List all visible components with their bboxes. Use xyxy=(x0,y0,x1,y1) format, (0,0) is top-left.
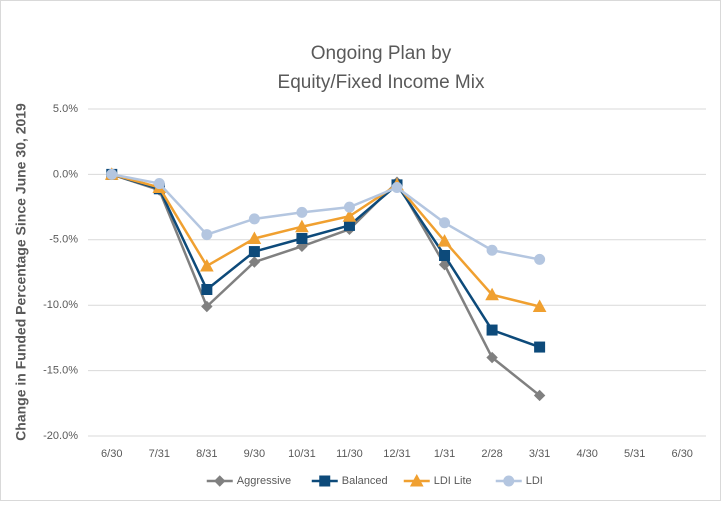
legend-label: LDI xyxy=(526,475,543,487)
series-line xyxy=(111,173,541,397)
data-point xyxy=(248,246,260,258)
data-point xyxy=(391,181,403,193)
x-tick-label: 4/30 xyxy=(576,448,597,460)
data-point xyxy=(486,244,498,256)
data-point xyxy=(295,219,309,233)
series-line xyxy=(111,173,540,308)
data-point xyxy=(296,232,308,244)
legend-marker xyxy=(319,475,331,487)
x-tick-label: 12/31 xyxy=(383,448,411,460)
y-axis-label: Change in Funded Percentage Since June 3… xyxy=(13,103,29,441)
data-point xyxy=(533,389,546,402)
legend-label: Balanced xyxy=(342,475,388,487)
data-point xyxy=(486,351,498,364)
series-line xyxy=(111,173,540,261)
legend-label: Aggressive xyxy=(237,475,291,487)
x-tick-label: 3/31 xyxy=(529,448,550,460)
data-point xyxy=(201,300,213,313)
x-tick-label: 8/31 xyxy=(196,448,217,460)
data-point xyxy=(201,229,213,241)
data-point xyxy=(248,213,260,225)
x-tick-label: 2/28 xyxy=(481,448,502,460)
data-point xyxy=(437,234,452,247)
legend-marker xyxy=(503,475,515,487)
data-point xyxy=(200,258,214,272)
data-point xyxy=(342,209,357,222)
x-tick-label: 1/31 xyxy=(434,448,455,460)
data-point xyxy=(343,201,355,213)
data-point xyxy=(486,324,498,336)
y-tick-label: -5.0% xyxy=(49,234,78,246)
y-tick-label: 0.0% xyxy=(53,168,78,180)
series-line xyxy=(111,173,541,349)
data-point xyxy=(343,219,355,231)
data-point xyxy=(439,249,451,261)
x-tick-label: 7/31 xyxy=(149,448,170,460)
x-tick-label: 11/30 xyxy=(336,448,363,460)
x-tick-label: 10/31 xyxy=(288,448,316,460)
legend-label: LDI Lite xyxy=(434,475,472,487)
legend-marker xyxy=(214,475,226,487)
data-point xyxy=(247,231,262,244)
data-point xyxy=(534,341,546,353)
y-tick-label: 5.0% xyxy=(53,103,78,115)
data-point xyxy=(532,299,547,313)
x-tick-label: 6/30 xyxy=(672,448,693,460)
data-point xyxy=(248,256,261,268)
x-tick-label: 9/30 xyxy=(244,448,265,460)
data-point xyxy=(153,178,165,190)
y-tick-label: -20.0% xyxy=(43,430,78,442)
data-point xyxy=(296,206,308,218)
data-point xyxy=(201,284,213,296)
legend-marker xyxy=(409,473,424,487)
chart-title: Ongoing Plan by xyxy=(311,43,452,64)
chart-title: Equity/Fixed Income Mix xyxy=(278,72,485,93)
y-tick-label: -15.0% xyxy=(43,365,78,377)
data-point xyxy=(534,253,546,265)
y-tick-label: -10.0% xyxy=(43,299,78,311)
x-tick-label: 5/31 xyxy=(624,448,645,460)
x-tick-label: 6/30 xyxy=(101,448,122,460)
data-point xyxy=(439,217,451,229)
data-point xyxy=(485,287,499,301)
data-point xyxy=(106,168,118,180)
